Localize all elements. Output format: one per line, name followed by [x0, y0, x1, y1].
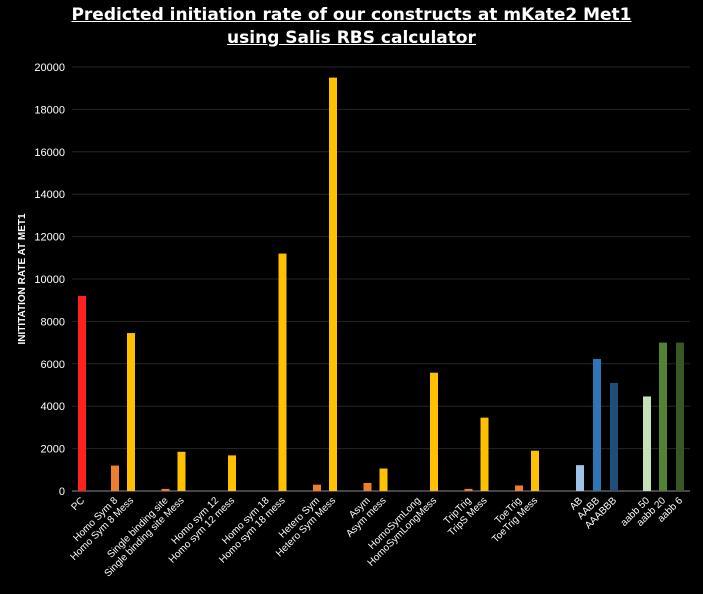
- bar: [228, 455, 236, 491]
- bars: [78, 77, 684, 491]
- y-tick-label: 20000: [34, 62, 65, 74]
- gridlines: [72, 66, 690, 492]
- bar: [480, 417, 489, 491]
- x-category-label: PC: [70, 495, 88, 513]
- bar: [610, 382, 618, 491]
- bar: [676, 342, 684, 491]
- bar: [161, 488, 170, 491]
- y-tick-label: 16000: [34, 147, 65, 159]
- bar: [593, 358, 601, 491]
- bar: [659, 342, 667, 491]
- y-tick-label: 6000: [41, 359, 65, 371]
- y-axis-tick-labels: 0 2000 4000 6000 8000 10000 12000 14000 16000 180…: [34, 62, 65, 498]
- bar: [379, 468, 388, 491]
- bar: [363, 482, 372, 491]
- bar: [329, 77, 337, 491]
- y-tick-label: 8000: [41, 316, 65, 328]
- chart-title: Predicted initiation rate of our constru…: [0, 4, 703, 50]
- bar: [78, 295, 86, 491]
- bar: [531, 450, 539, 491]
- y-tick-label: 14000: [34, 189, 65, 201]
- bar: [464, 488, 473, 491]
- bar: [643, 396, 651, 491]
- chart-title-line2: using Salis RBS calculator: [227, 28, 476, 48]
- y-tick-label: 10000: [34, 274, 65, 286]
- chart-title-line1: Predicted initiation rate of our constru…: [71, 5, 632, 25]
- y-tick-label: 12000: [34, 232, 65, 244]
- bar: [177, 451, 186, 491]
- y-axis-title: INITITATION RATE AT MET1: [17, 213, 28, 345]
- y-tick-label: 4000: [41, 401, 65, 413]
- bar: [278, 253, 287, 491]
- y-tick-label: 0: [59, 486, 65, 498]
- bar: [576, 465, 584, 491]
- bar: [515, 485, 523, 491]
- y-tick-label: 2000: [41, 444, 65, 456]
- y-tick-label: 18000: [34, 104, 65, 116]
- bar: [111, 465, 119, 491]
- bar: [127, 333, 135, 491]
- bar: [430, 372, 438, 491]
- bar: [313, 484, 321, 491]
